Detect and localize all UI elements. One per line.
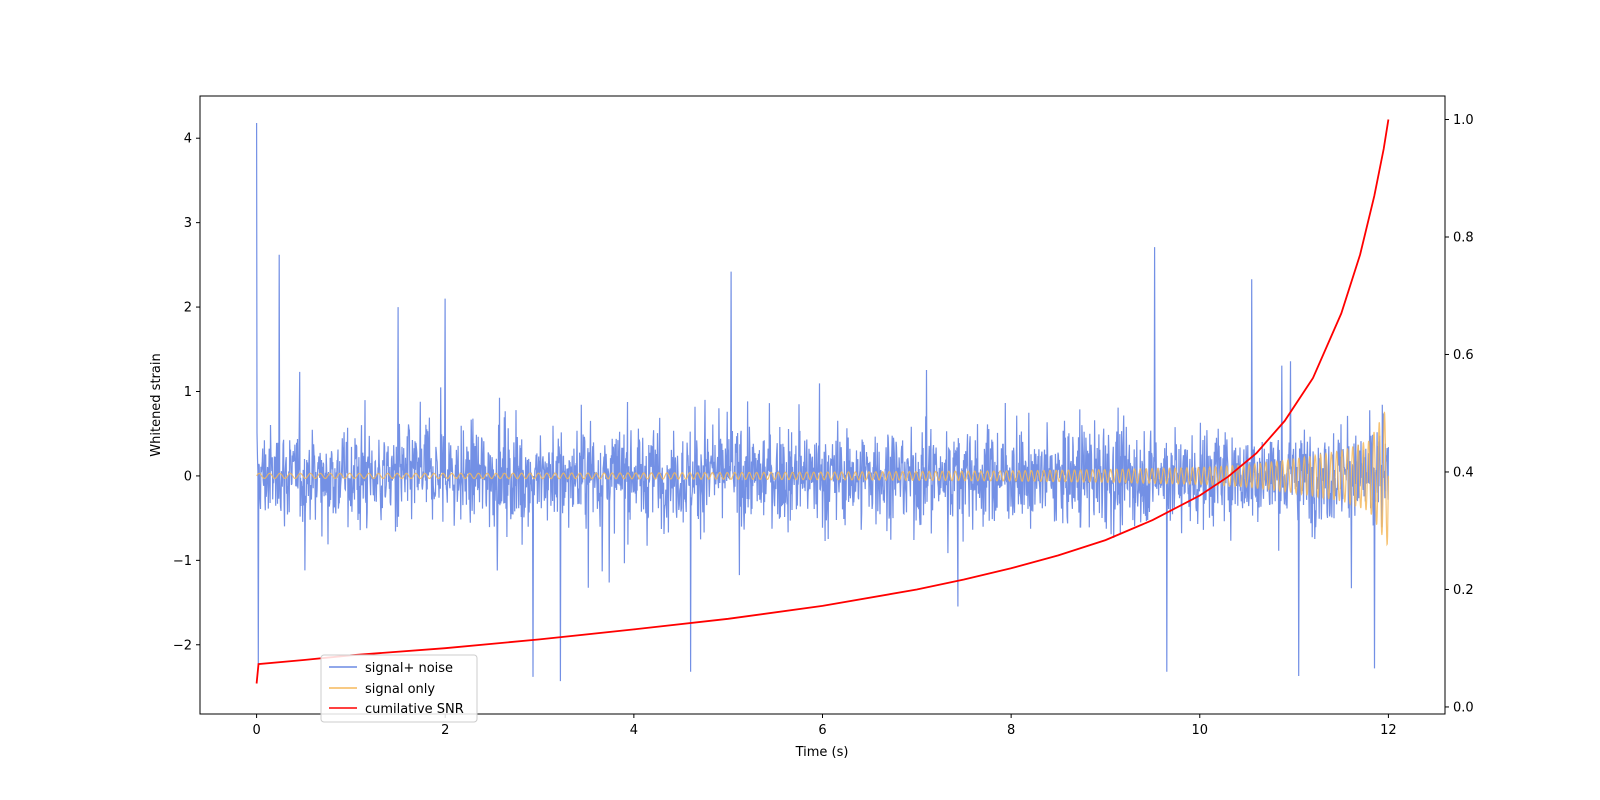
y2-tick-label: 0.8 <box>1453 230 1474 245</box>
x-tick-label: 6 <box>818 723 826 738</box>
y-tick-label: 0 <box>184 469 192 484</box>
x-tick-label: 4 <box>630 723 638 738</box>
y-tick-label: 3 <box>184 216 192 231</box>
legend: signal+ noise signal only cumilative SNR <box>320 654 478 723</box>
y2-tick-label: 0.6 <box>1453 348 1474 363</box>
y2-tick-label: 1.0 <box>1453 113 1474 128</box>
series-signal-only-line <box>256 411 1389 547</box>
y-tick-label: 1 <box>184 385 192 400</box>
x-tick-label: 0 <box>252 723 260 738</box>
y2-tick-label: 0.2 <box>1453 583 1474 598</box>
legend-label-signal-only: signal only <box>365 682 435 697</box>
y2-tick-label: 0.0 <box>1453 700 1474 715</box>
y-tick-label: 4 <box>184 132 192 147</box>
y-axis-label: Whitened strain <box>149 353 164 456</box>
x-tick-label: 10 <box>1191 723 1208 738</box>
plot-area <box>255 119 1390 684</box>
legend-box <box>320 654 478 723</box>
y2-tick-label: 0.4 <box>1453 465 1474 480</box>
legend-label-cumulative-snr: cumilative SNR <box>365 702 464 717</box>
x-tick-label: 12 <box>1380 723 1397 738</box>
series-signal-noise-line <box>256 122 1389 682</box>
x-tick-label: 2 <box>441 723 449 738</box>
series-cumulative-snr-line <box>255 119 1390 684</box>
y-tick-label: −1 <box>173 554 192 569</box>
y-tick-label: −2 <box>173 638 192 653</box>
legend-label-signal-noise: signal+ noise <box>365 661 453 676</box>
y-tick-label: 2 <box>184 301 192 316</box>
x-tick-label: 8 <box>1007 723 1015 738</box>
x-axis-label: Time (s) <box>795 745 849 760</box>
